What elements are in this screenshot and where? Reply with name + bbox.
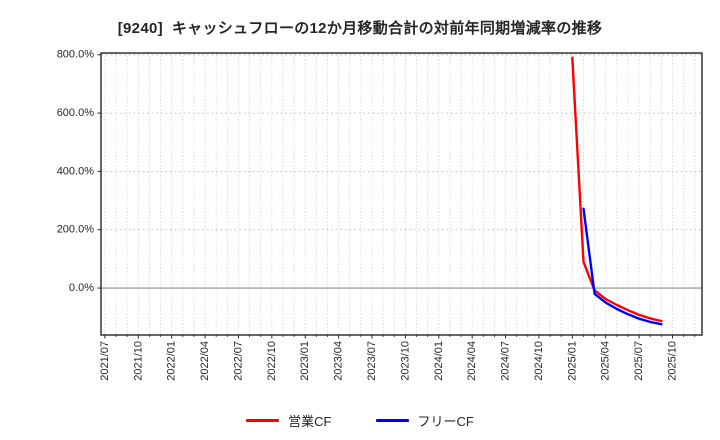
x-tick-label: 2023/07 — [366, 341, 378, 381]
x-tick-label: 2025/04 — [600, 341, 612, 381]
legend-label-operating-cf: 営業CF — [288, 413, 332, 429]
x-tick-label: 2024/10 — [533, 341, 545, 381]
x-tick-label: 2023/10 — [399, 341, 411, 381]
x-tick-label: 2022/01 — [166, 341, 178, 381]
y-tick-label: 400.0% — [57, 165, 95, 177]
legend-swatch-free-cf — [375, 418, 409, 422]
x-tick-label: 2025/01 — [566, 341, 578, 381]
legend-item-free-cf: フリーCF — [375, 411, 474, 430]
legend-swatch-operating-cf — [246, 418, 280, 422]
chart-title: [9240] キャッシュフローの12か月移動合計の対前年同期増減率の推移 — [117, 20, 603, 37]
y-tick-label: 800.0% — [57, 49, 95, 61]
x-tick-label: 2022/10 — [266, 341, 278, 381]
x-tick-label: 2021/10 — [132, 341, 144, 381]
legend-item-operating-cf: 営業CF — [246, 411, 332, 430]
legend: 営業CF フリーCF — [0, 408, 720, 432]
y-tick-label: 200.0% — [57, 224, 95, 236]
legend-label-free-cf: フリーCF — [417, 413, 474, 429]
x-tick-label: 2025/10 — [667, 341, 679, 381]
x-tick-label: 2024/07 — [500, 341, 512, 381]
x-tick-label: 2024/01 — [433, 341, 445, 381]
series-line-free-cf — [582, 207, 663, 326]
y-tick-label: 600.0% — [57, 107, 95, 119]
y-tick-label: 0.0% — [69, 282, 94, 294]
x-tick-label: 2025/07 — [633, 341, 645, 381]
x-tick-label: 2022/04 — [199, 341, 211, 381]
plot-border — [100, 52, 703, 336]
x-tick-label: 2022/07 — [232, 341, 244, 381]
series-line-operating-cf — [571, 56, 663, 323]
x-tick-label: 2021/07 — [99, 341, 111, 381]
x-tick-label: 2023/01 — [299, 341, 311, 381]
x-tick-label: 2023/04 — [333, 341, 345, 381]
x-tick-label: 2024/04 — [466, 341, 478, 381]
